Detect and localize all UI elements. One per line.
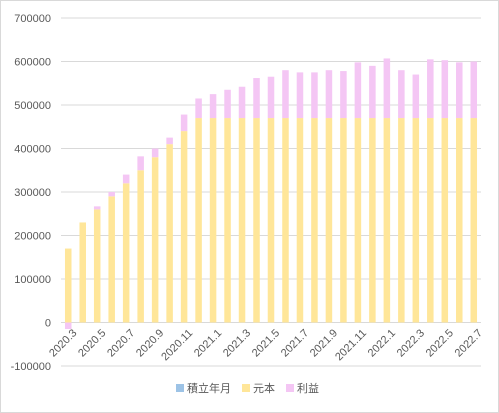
bar-segment	[64, 248, 72, 323]
x-tick-label: 2022.3	[395, 327, 427, 359]
bar-segment	[238, 118, 246, 323]
bar-segment	[456, 118, 463, 323]
bar-segment	[224, 89, 231, 119]
x-tick-label: 2022.5	[424, 327, 456, 359]
bar-segment	[354, 118, 362, 323]
bar-segment	[427, 59, 434, 119]
bar-segment	[108, 192, 115, 197]
bar-segment	[383, 118, 391, 323]
bar-segment	[398, 70, 405, 119]
y-tick-label: 600000	[14, 57, 51, 69]
bar-segment	[108, 196, 115, 323]
x-tick-label: 2021.11	[333, 327, 369, 363]
y-tick-label: 400000	[14, 144, 51, 156]
x-tick-label: 2021.5	[250, 327, 282, 359]
x-tick-label: 2020.3	[47, 327, 79, 359]
bar-segment	[340, 118, 347, 323]
bar-segment	[441, 118, 449, 323]
bar-segment	[369, 118, 376, 323]
bar-segment	[137, 170, 144, 323]
bar-segment	[122, 183, 130, 323]
bar-segment	[282, 70, 289, 119]
y-tick-label: 700000	[14, 13, 51, 25]
bar-segment	[209, 94, 217, 119]
y-axis-tick-labels: -100000 0 100000 200000 300000 400000 500000 60…	[11, 13, 51, 373]
bar-segment	[456, 62, 463, 119]
y-tick-label: 200000	[14, 231, 51, 243]
y-tick-label: -100000	[11, 361, 51, 373]
bar-segment	[267, 118, 275, 323]
bar-segment	[238, 86, 246, 119]
bar-segment	[325, 70, 333, 119]
legend-label: 元本	[253, 381, 275, 395]
bar-segment	[354, 62, 362, 119]
bar-segment	[427, 118, 434, 323]
bar-segment	[325, 118, 333, 323]
bar-segment	[93, 206, 101, 210]
bar-segment	[383, 58, 391, 119]
bar-segment	[282, 118, 289, 323]
legend-swatch	[176, 384, 184, 392]
bar-segment	[311, 118, 318, 323]
bar-segment	[195, 118, 202, 323]
bar-segment	[296, 118, 304, 323]
bar-segment	[253, 78, 260, 119]
bar-segment	[209, 118, 217, 323]
legend-swatch	[242, 384, 250, 392]
bar-segment	[151, 148, 159, 158]
x-axis-tick-labels: 2020.32020.52020.72020.92020.112021.1202…	[47, 327, 485, 363]
bar-segment	[79, 222, 86, 323]
x-tick-label: 2020.7	[105, 327, 137, 359]
legend-swatch	[286, 384, 294, 392]
y-tick-label: 500000	[14, 100, 51, 112]
bar-segment	[441, 60, 449, 119]
bar-segment	[137, 156, 144, 171]
legend-label: 利益	[297, 381, 319, 395]
x-tick-label: 2020.11	[159, 327, 195, 363]
bar-segment	[369, 65, 376, 119]
legend-label: 積立年月	[187, 381, 231, 395]
bar-segment	[93, 209, 101, 323]
y-tick-label: 100000	[14, 274, 51, 286]
bar-segment	[470, 118, 478, 323]
bar-segment	[122, 174, 130, 184]
x-tick-label: 2020.5	[76, 327, 108, 359]
bar-segment	[296, 72, 304, 119]
bars	[64, 58, 478, 330]
y-tick-label: 0	[45, 318, 51, 330]
x-tick-label: 2021.1	[192, 327, 224, 359]
bar-segment	[340, 71, 347, 119]
x-tick-label: 2021.3	[221, 327, 253, 359]
bar-segment	[267, 76, 275, 119]
x-tick-label: 2021.7	[279, 327, 311, 359]
bar-segment	[166, 137, 173, 145]
bar-segment	[180, 114, 188, 132]
bar-segment	[64, 322, 72, 330]
bar-segment	[195, 98, 202, 119]
bar-segment	[470, 61, 478, 119]
bar-segment	[253, 118, 260, 323]
bar-segment	[151, 157, 159, 323]
bar-segment	[311, 72, 318, 119]
x-tick-label: 2022.7	[453, 327, 485, 359]
bar-segment	[412, 74, 420, 119]
y-tick-label: 300000	[14, 187, 51, 199]
bar-segment	[398, 118, 405, 323]
bar-segment	[166, 144, 173, 323]
x-tick-label: 2022.1	[366, 327, 398, 359]
bar-segment	[180, 131, 188, 323]
bar-segment	[412, 118, 420, 323]
legend: 積立年月 元本 利益	[176, 381, 319, 395]
bar-segment	[224, 118, 231, 323]
